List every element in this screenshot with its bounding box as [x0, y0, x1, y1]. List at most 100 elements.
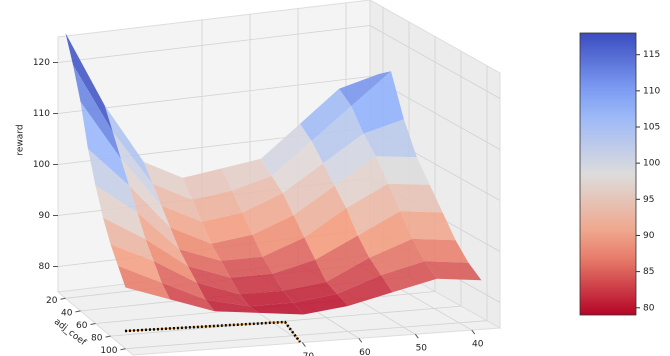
grid-line [57, 25, 371, 63]
surface-patch [170, 227, 221, 261]
surface-patch [272, 259, 327, 291]
surface-patch [300, 88, 352, 142]
surface-patch [334, 156, 388, 209]
surface-patch [196, 282, 250, 307]
y-tick-label: 40 [61, 308, 73, 318]
surface-patch [357, 211, 413, 258]
y-tick-label: 60 [76, 321, 88, 331]
surface-patch [232, 176, 283, 213]
surface [65, 33, 482, 315]
surface-patch [293, 294, 348, 315]
surface-patch [220, 256, 273, 278]
y-tick [105, 335, 111, 338]
surface-patch [351, 71, 404, 134]
surface-patch [262, 237, 316, 274]
surface-patch [369, 238, 425, 276]
x-tick-label: 50 [416, 344, 428, 354]
surface-patch [375, 156, 430, 185]
surface-patch [143, 161, 193, 200]
colorbar [579, 32, 637, 316]
surface-patch [65, 33, 113, 132]
y-tick [120, 348, 126, 351]
surface-patch [120, 158, 171, 228]
surface-patch [339, 71, 391, 107]
surface-patch [179, 249, 231, 278]
surface-patch [412, 238, 469, 263]
colorbar-tick-label: 80 [643, 303, 655, 313]
surface-patch [104, 105, 153, 184]
surface-patch [182, 168, 232, 200]
surface-patch [137, 212, 188, 267]
surface-patch [337, 275, 393, 306]
y-tick-label: 20 [46, 296, 58, 306]
z-tick-label: 90 [39, 211, 51, 221]
surface-patch [260, 123, 312, 176]
surface-patch [110, 244, 162, 283]
x-tick-label: 40 [472, 340, 484, 350]
z-axis-label: reward [16, 124, 26, 155]
z-tick-label: 80 [39, 262, 51, 272]
colorbar-tick-label: 100 [643, 159, 660, 169]
colorbar-tick-label: 85 [643, 267, 654, 277]
x-tick [471, 329, 476, 335]
grid-line [369, 25, 501, 99]
x-tick [358, 338, 363, 343]
x-tick-label: 70 [303, 352, 315, 356]
surface-patch [424, 261, 482, 281]
surface-patch [249, 302, 304, 315]
surface-patch [252, 215, 305, 257]
surface-patch [103, 217, 154, 261]
y-tick-label: 100 [100, 346, 117, 356]
surface-patch [187, 266, 240, 295]
surface-patch [388, 183, 443, 213]
surface-patch [326, 257, 381, 294]
surface-patch [323, 133, 376, 186]
surface-patch [161, 205, 212, 244]
surface-patch [95, 185, 146, 240]
surface-patch [242, 193, 294, 235]
surface-patch [271, 141, 324, 194]
surface-patch [145, 239, 197, 283]
surface-patch [293, 185, 347, 238]
surface-patch [400, 211, 456, 241]
surface-patch [161, 282, 215, 312]
surface-patch [221, 158, 272, 191]
surface-patch [304, 208, 358, 260]
z-tick-label: 120 [33, 58, 50, 68]
colorbar-tick-label: 105 [643, 123, 660, 133]
surface-patch [283, 281, 338, 303]
surface-patch [282, 163, 335, 216]
grid-line [125, 320, 488, 350]
surface-patch [88, 148, 138, 213]
surface-patch [380, 261, 437, 293]
annotation-line [124, 320, 301, 343]
y-tick [60, 297, 66, 300]
surface-patch [192, 190, 243, 222]
surface-patch [201, 212, 253, 244]
surface-patch [315, 235, 370, 282]
surface-patch [211, 234, 263, 261]
x-tick [414, 333, 419, 339]
surface-patch [153, 261, 206, 300]
y-tick-label: 80 [91, 334, 103, 344]
surface-patch [346, 183, 401, 236]
surface-patch [239, 290, 294, 307]
surface-patch [129, 185, 180, 250]
surface-patch [112, 132, 162, 206]
colorbar-tick-label: 90 [643, 231, 655, 241]
x-tick [301, 342, 306, 347]
surface-patch [118, 265, 170, 300]
y-tick [75, 310, 81, 313]
x-tick-label: 60 [359, 348, 371, 356]
surface-patch [73, 64, 121, 159]
surface-patch [230, 273, 284, 295]
z-tick-label: 110 [33, 109, 50, 119]
surface-patch [311, 106, 364, 164]
grid-line [57, 76, 371, 114]
colorbar-tick-label: 115 [643, 50, 660, 60]
surface-patch [205, 299, 259, 313]
colorbar-tick-label: 95 [643, 195, 654, 205]
z-tick-label: 100 [33, 160, 50, 170]
surface-patch [152, 183, 202, 222]
